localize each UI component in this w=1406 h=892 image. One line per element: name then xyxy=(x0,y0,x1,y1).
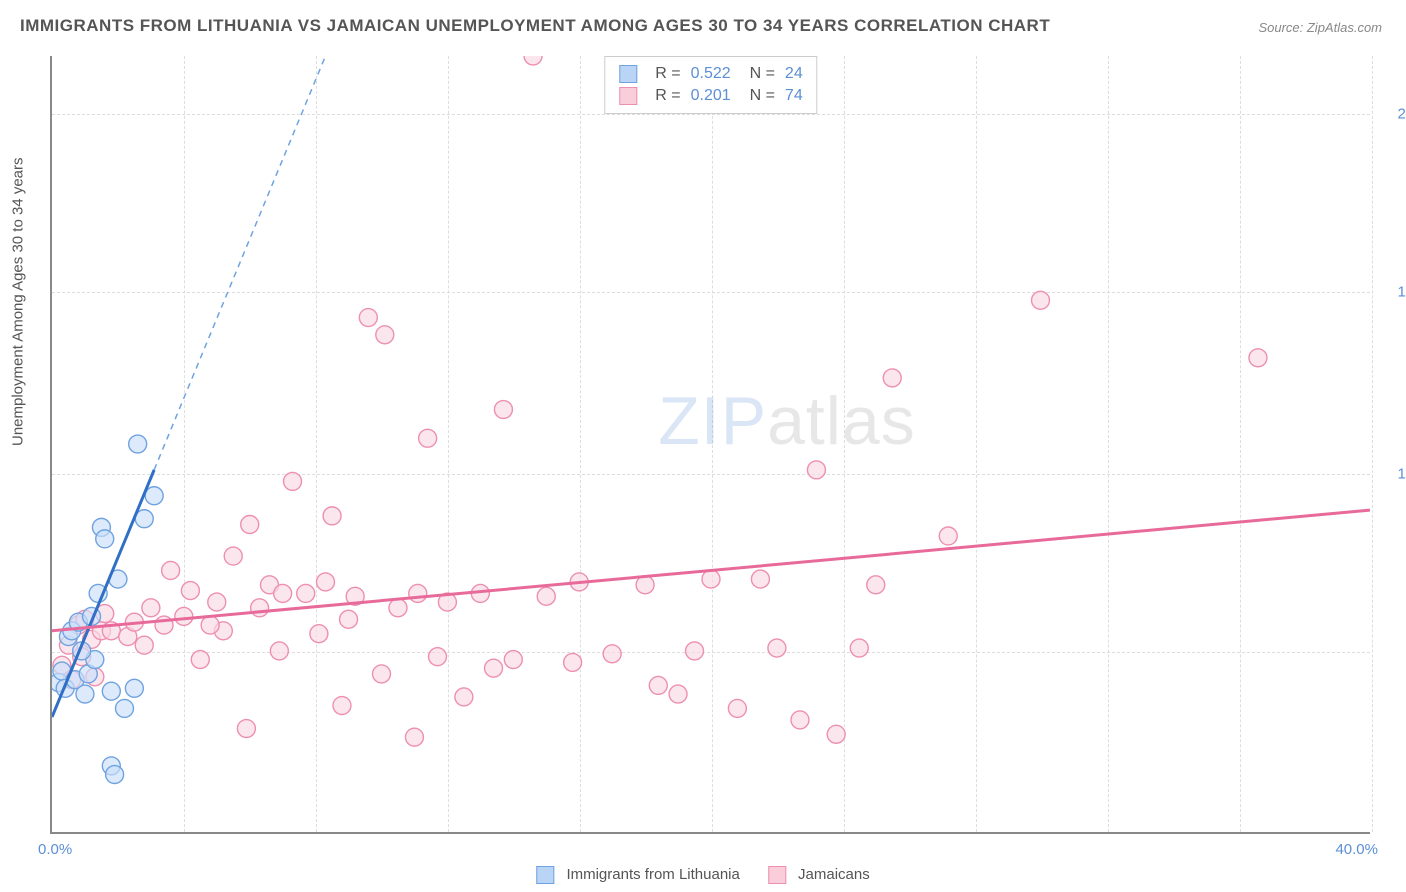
scatter-point xyxy=(791,711,809,729)
source-attribution: Source: ZipAtlas.com xyxy=(1258,20,1382,35)
scatter-point xyxy=(208,593,226,611)
scatter-point xyxy=(373,665,391,683)
scatter-point xyxy=(603,645,621,663)
grid-line-v xyxy=(1372,56,1373,832)
scatter-point xyxy=(125,679,143,697)
legend-row-series1: R = 0.522 N = 24 xyxy=(619,63,802,85)
scatter-point xyxy=(191,651,209,669)
scatter-point xyxy=(494,401,512,419)
scatter-point xyxy=(251,599,269,617)
scatter-point xyxy=(106,766,124,784)
x-max-label: 40.0% xyxy=(1335,841,1378,858)
scatter-point xyxy=(728,699,746,717)
scatter-point xyxy=(297,584,315,602)
scatter-point xyxy=(429,648,447,666)
scatter-point xyxy=(485,659,503,677)
scatter-point xyxy=(129,435,147,453)
scatter-point xyxy=(409,584,427,602)
x-origin-label: 0.0% xyxy=(38,841,72,858)
scatter-point xyxy=(1249,349,1267,367)
scatter-point xyxy=(883,369,901,387)
scatter-point xyxy=(274,584,292,602)
scatter-point xyxy=(669,685,687,703)
scatter-point xyxy=(284,472,302,490)
scatter-point xyxy=(564,653,582,671)
scatter-point xyxy=(102,682,120,700)
scatter-point xyxy=(939,527,957,545)
scatter-point xyxy=(751,570,769,588)
chart-svg xyxy=(52,56,1370,832)
x-legend-label: Immigrants from Lithuania xyxy=(566,866,739,883)
scatter-point xyxy=(145,487,163,505)
y-tick-label: 12.5% xyxy=(1380,465,1406,482)
scatter-point xyxy=(867,576,885,594)
legend-n-label: N = xyxy=(741,87,775,105)
x-axis-legend: Immigrants from Lithuania Jamaicans xyxy=(536,866,869,884)
scatter-point xyxy=(135,636,153,654)
scatter-point xyxy=(768,639,786,657)
scatter-point xyxy=(340,610,358,628)
scatter-point xyxy=(389,599,407,617)
scatter-point xyxy=(419,429,437,447)
scatter-point xyxy=(241,515,259,533)
scatter-point xyxy=(162,561,180,579)
correlation-legend: R = 0.522 N = 24 R = 0.201 N = 74 xyxy=(604,56,817,114)
scatter-point xyxy=(850,639,868,657)
scatter-point xyxy=(455,688,473,706)
scatter-point xyxy=(1032,291,1050,309)
plot-area: R = 0.522 N = 24 R = 0.201 N = 74 ZIPatl… xyxy=(50,56,1370,834)
scatter-point xyxy=(270,642,288,660)
x-legend-label: Jamaicans xyxy=(798,866,870,883)
scatter-point xyxy=(702,570,720,588)
scatter-point xyxy=(142,599,160,617)
scatter-point xyxy=(76,685,94,703)
legend-r-value: 0.201 xyxy=(691,87,731,105)
scatter-point xyxy=(323,507,341,525)
scatter-point xyxy=(310,625,328,643)
scatter-point xyxy=(537,587,555,605)
scatter-point xyxy=(316,573,334,591)
legend-swatch-icon xyxy=(619,87,637,105)
chart-title: IMMIGRANTS FROM LITHUANIA VS JAMAICAN UN… xyxy=(20,16,1050,36)
scatter-point xyxy=(201,616,219,634)
x-legend-item: Immigrants from Lithuania xyxy=(536,866,740,884)
scatter-point xyxy=(224,547,242,565)
y-axis-label: Unemployment Among Ages 30 to 34 years xyxy=(10,157,27,446)
legend-swatch-icon xyxy=(536,866,554,884)
y-tick-label: 6.3% xyxy=(1380,644,1406,661)
scatter-point xyxy=(181,582,199,600)
legend-r-label: R = xyxy=(655,87,680,105)
legend-swatch-icon xyxy=(619,65,637,83)
scatter-point xyxy=(649,676,667,694)
scatter-point xyxy=(333,697,351,715)
scatter-point xyxy=(827,725,845,743)
scatter-point xyxy=(96,530,114,548)
y-tick-label: 18.8% xyxy=(1380,284,1406,301)
scatter-point xyxy=(116,699,134,717)
scatter-point xyxy=(807,461,825,479)
scatter-point xyxy=(359,309,377,327)
legend-row-series2: R = 0.201 N = 74 xyxy=(619,85,802,107)
scatter-point xyxy=(405,728,423,746)
legend-n-value: 24 xyxy=(785,65,803,83)
legend-swatch-icon xyxy=(768,866,786,884)
legend-r-label: R = xyxy=(655,65,680,83)
scatter-point xyxy=(686,642,704,660)
trend-extension xyxy=(154,56,325,470)
legend-r-value: 0.522 xyxy=(691,65,731,83)
scatter-point xyxy=(237,720,255,738)
legend-n-label: N = xyxy=(741,65,775,83)
legend-n-value: 74 xyxy=(785,87,803,105)
scatter-point xyxy=(175,607,193,625)
scatter-point xyxy=(376,326,394,344)
x-legend-item: Jamaicans xyxy=(768,866,870,884)
scatter-point xyxy=(524,56,542,65)
y-tick-label: 25.0% xyxy=(1380,105,1406,122)
scatter-point xyxy=(504,651,522,669)
